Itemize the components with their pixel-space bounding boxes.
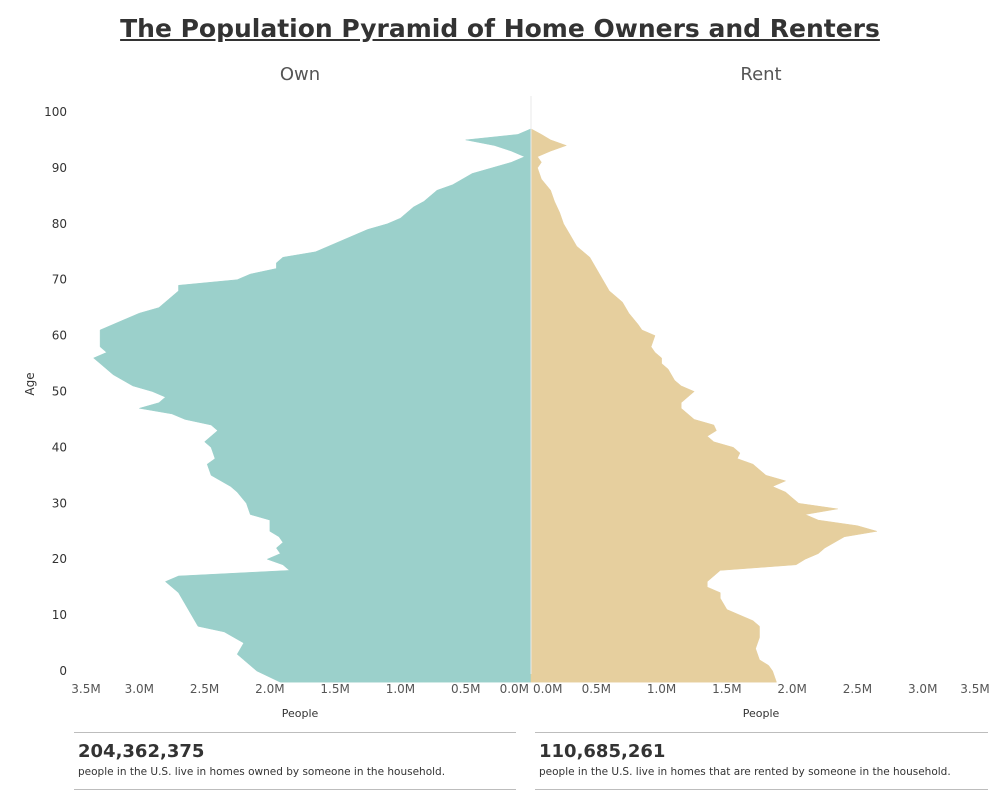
- y-tick-label: 20: [52, 552, 67, 566]
- population-pyramid-chart: 0 10 20 30 40 50 60 70 80 90 100 3.5M 3.0M 2.5M 2.0M 1…: [23, 96, 990, 720]
- x-tick-label-rent: 1.0M: [647, 682, 676, 696]
- panel-label-own: Own: [279, 64, 321, 85]
- area-series-rent: [530, 128, 878, 683]
- y-axis: 0 10 20 30 40 50 60 70 80 90 100: [44, 105, 67, 678]
- y-tick-label: 90: [52, 161, 67, 175]
- x-tick-label-rent: 3.5M: [960, 682, 989, 696]
- rent-panel: [530, 128, 878, 683]
- y-tick-label: 50: [52, 385, 67, 399]
- chart-title: The Population Pyramid of Home Owners an…: [120, 14, 880, 43]
- x-tick-label-rent: 2.0M: [777, 682, 806, 696]
- own-total-description: people in the U.S. live in homes owned b…: [78, 766, 446, 778]
- own-panel: [93, 128, 532, 683]
- x-tick-label-rent: 0.0M: [533, 682, 562, 696]
- x-tick-label-own: 0.0M: [500, 682, 529, 696]
- y-tick-label: 10: [52, 608, 67, 622]
- area-series-own: [93, 128, 532, 683]
- y-tick-label: 100: [44, 105, 67, 119]
- x-axis-label-own: People: [282, 707, 319, 720]
- y-tick-label: 30: [52, 496, 67, 510]
- x-tick-label-own: 1.0M: [386, 682, 415, 696]
- y-tick-label: 40: [52, 440, 67, 454]
- y-tick-label: 80: [52, 217, 67, 231]
- y-tick-label: 70: [52, 273, 67, 287]
- x-tick-label-rent: 0.5M: [582, 682, 611, 696]
- x-axis: 3.5M 3.0M 2.5M 2.0M 1.5M 1.0M 0.5M 0.0M 0.0M 0.5M…: [71, 682, 989, 696]
- y-tick-label: 60: [52, 329, 67, 343]
- panel-label-rent: Rent: [740, 64, 782, 85]
- rent-total-stat: 110,685,261 people in the U.S. live in h…: [535, 732, 988, 790]
- x-tick-label-rent: 3.0M: [908, 682, 937, 696]
- own-total-number: 204,362,375: [78, 741, 205, 762]
- x-tick-label-own: 2.0M: [255, 682, 284, 696]
- x-tick-label-own: 3.0M: [125, 682, 154, 696]
- x-axis-label-rent: People: [743, 707, 780, 720]
- y-tick-label: 0: [59, 664, 67, 678]
- rent-total-description: people in the U.S. live in homes that ar…: [539, 766, 951, 778]
- rent-total-number: 110,685,261: [539, 741, 666, 762]
- y-axis-label: Age: [23, 372, 37, 395]
- x-tick-label-own: 0.5M: [451, 682, 480, 696]
- x-tick-label-own: 2.5M: [190, 682, 219, 696]
- x-tick-label-own: 1.5M: [320, 682, 349, 696]
- own-total-stat: 204,362,375 people in the U.S. live in h…: [74, 732, 516, 790]
- x-tick-label-rent: 2.5M: [843, 682, 872, 696]
- x-tick-label-own: 3.5M: [71, 682, 100, 696]
- x-tick-label-rent: 1.5M: [712, 682, 741, 696]
